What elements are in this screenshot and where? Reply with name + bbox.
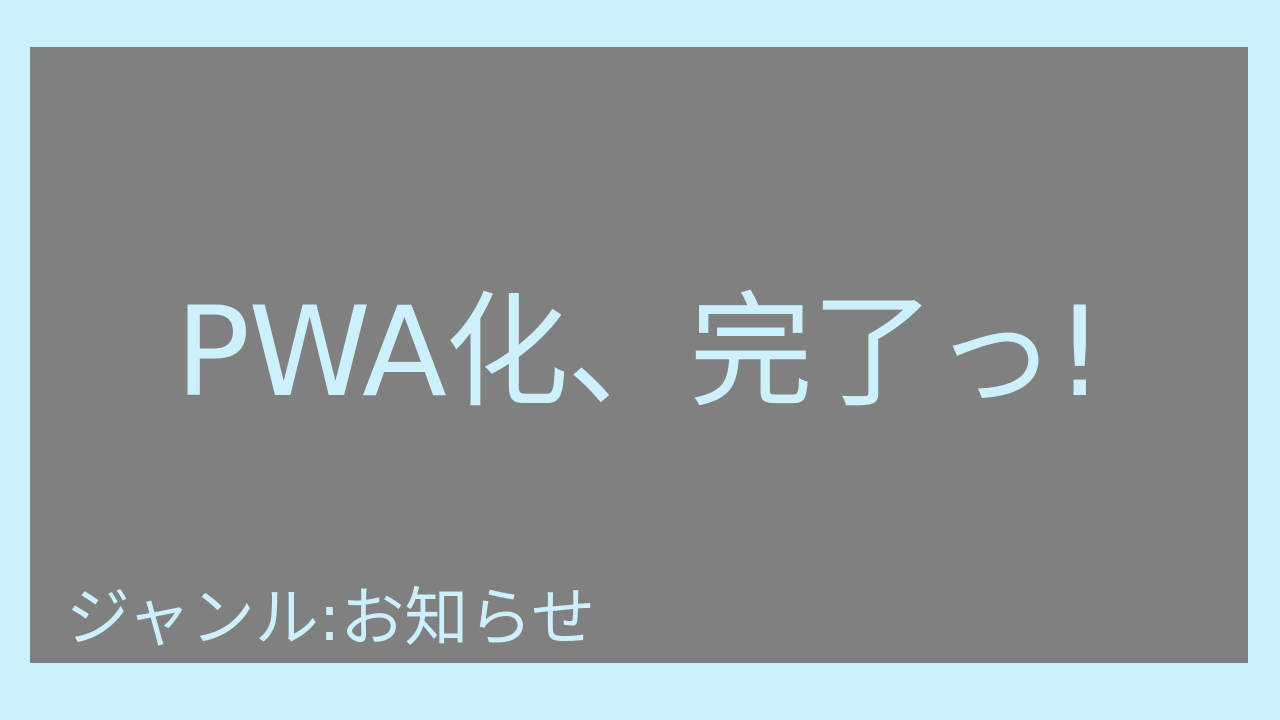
thumbnail-card: PWA化、完了っ! ジャンル:お知らせ <box>30 47 1248 663</box>
genre-label: ジャンル:お知らせ <box>66 582 596 656</box>
card-title: PWA化、完了っ! <box>175 281 1104 425</box>
